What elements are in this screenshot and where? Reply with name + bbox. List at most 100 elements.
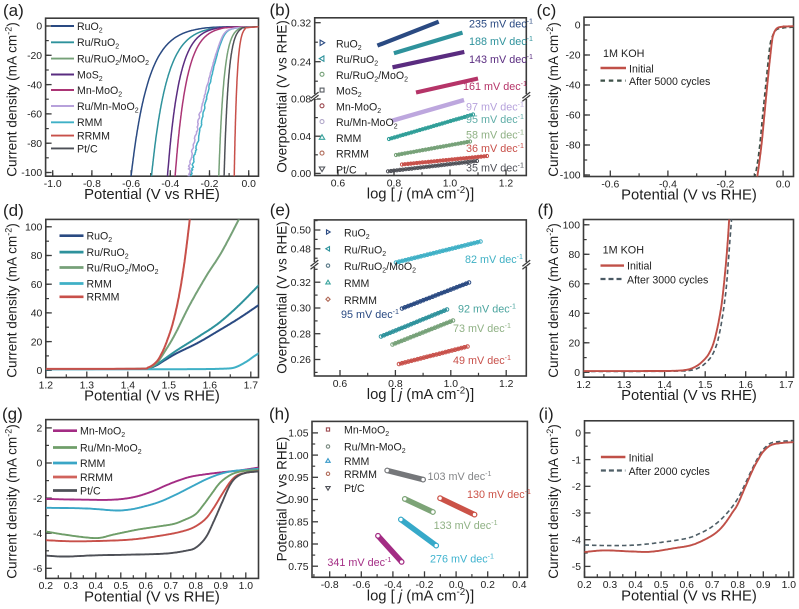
svg-text:341 mV dec-1: 341 mV dec-1 bbox=[327, 556, 391, 569]
svg-text:-0.2: -0.2 bbox=[717, 179, 735, 190]
svg-text:-2: -2 bbox=[572, 482, 581, 493]
svg-text:Ru/RuO2: Ru/RuO2 bbox=[336, 54, 378, 67]
svg-text:RuO2: RuO2 bbox=[336, 38, 362, 52]
svg-text:-0.4: -0.4 bbox=[384, 580, 402, 591]
svg-text:Current density (mA cm-2 ): Current density (mA cm-2 ) bbox=[545, 424, 561, 579]
svg-text:-0.6: -0.6 bbox=[601, 179, 619, 190]
svg-text:Ru/RuO2 /MoO2: Ru/RuO2 /MoO2 bbox=[344, 261, 416, 275]
svg-text:35 mV dec-1: 35 mV dec-1 bbox=[466, 162, 524, 175]
svg-text:1.2: 1.2 bbox=[576, 380, 591, 391]
svg-text:-0.6: -0.6 bbox=[122, 179, 140, 190]
svg-text:-2: -2 bbox=[33, 494, 42, 505]
svg-text:Ru/RuO2: Ru/RuO2 bbox=[344, 244, 386, 258]
svg-text:0: 0 bbox=[574, 368, 580, 379]
svg-text:Potential (V vs RHE): Potential (V vs RHE) bbox=[84, 389, 220, 405]
svg-text:133 mV dec-1: 133 mV dec-1 bbox=[434, 519, 498, 532]
svg-text:276 mV dec-1: 276 mV dec-1 bbox=[430, 553, 494, 566]
svg-text:0.8: 0.8 bbox=[388, 379, 403, 390]
svg-text:(b): (b) bbox=[270, 1, 291, 20]
svg-text:0.0: 0.0 bbox=[241, 179, 256, 190]
svg-text:Potential (V vs RHE): Potential (V vs RHE) bbox=[621, 388, 757, 404]
svg-text:-5: -5 bbox=[572, 562, 581, 573]
svg-text:(c): (c) bbox=[537, 1, 557, 20]
svg-text:-4: -4 bbox=[572, 535, 581, 546]
svg-text:-20: -20 bbox=[565, 51, 580, 62]
svg-text:0: 0 bbox=[37, 366, 43, 377]
svg-text:0.3: 0.3 bbox=[64, 581, 79, 592]
svg-text:-20: -20 bbox=[27, 51, 42, 62]
svg-text:(h): (h) bbox=[269, 405, 290, 424]
svg-text:Pt/C: Pt/C bbox=[80, 485, 101, 497]
svg-text:1.0: 1.0 bbox=[782, 580, 797, 591]
svg-text:1.2: 1.2 bbox=[499, 379, 514, 390]
svg-text:0.95: 0.95 bbox=[288, 473, 308, 484]
svg-text:0.7: 0.7 bbox=[705, 580, 720, 591]
svg-text:1M KOH: 1M KOH bbox=[603, 48, 644, 60]
svg-text:130 mV dec-1: 130 mV dec-1 bbox=[467, 488, 531, 501]
svg-text:(d): (d) bbox=[3, 201, 24, 220]
svg-text:1.0: 1.0 bbox=[443, 178, 458, 189]
svg-text:Pt/C: Pt/C bbox=[77, 143, 98, 155]
svg-text:0: 0 bbox=[575, 21, 581, 32]
svg-text:73 mV dec-1: 73 mV dec-1 bbox=[453, 322, 511, 335]
svg-text:RRMM: RRMM bbox=[336, 149, 369, 161]
svg-text:1M KOH: 1M KOH bbox=[603, 245, 644, 257]
svg-text:-0.4: -0.4 bbox=[659, 179, 677, 190]
svg-text:103 mV dec-1: 103 mV dec-1 bbox=[428, 470, 492, 483]
svg-text:1.3: 1.3 bbox=[617, 380, 632, 391]
svg-text:1.5: 1.5 bbox=[698, 380, 713, 391]
svg-text:0.8: 0.8 bbox=[730, 580, 745, 591]
svg-text:Mn-MoO2: Mn-MoO2 bbox=[77, 85, 122, 99]
svg-text:0.08: 0.08 bbox=[291, 95, 311, 106]
svg-text:-1.0: -1.0 bbox=[44, 179, 62, 190]
svg-text:60: 60 bbox=[568, 280, 580, 291]
svg-text:After 5000 cycles: After 5000 cycles bbox=[629, 76, 710, 88]
svg-text:0.32: 0.32 bbox=[291, 278, 311, 289]
svg-text:-0.8: -0.8 bbox=[321, 580, 339, 591]
svg-text:0.2: 0.2 bbox=[39, 581, 54, 592]
svg-text:58 mV dec-1: 58 mV dec-1 bbox=[466, 129, 524, 142]
svg-text:Current density (mA cm-2 ): Current density (mA cm-2 ) bbox=[4, 22, 20, 177]
svg-text:RRMM: RRMM bbox=[344, 469, 377, 481]
svg-text:0.48: 0.48 bbox=[291, 245, 311, 256]
svg-text:0.4: 0.4 bbox=[628, 580, 643, 591]
svg-text:After 3000 cycles: After 3000 cycles bbox=[627, 274, 708, 286]
svg-text:0.00: 0.00 bbox=[291, 169, 311, 180]
svg-text:Current density (mA cm-2 ): Current density (mA cm-2 ) bbox=[4, 223, 20, 378]
svg-text:0.6: 0.6 bbox=[331, 178, 346, 189]
svg-text:0.6: 0.6 bbox=[333, 379, 348, 390]
svg-text:1.3: 1.3 bbox=[80, 380, 95, 391]
svg-text:0.0: 0.0 bbox=[449, 580, 464, 591]
svg-text:100: 100 bbox=[25, 223, 43, 234]
svg-text:0.75: 0.75 bbox=[288, 562, 308, 573]
svg-text:Overpotential (V vs RHE): Overpotential (V vs RHE) bbox=[275, 20, 290, 173]
svg-text:0.8: 0.8 bbox=[387, 178, 402, 189]
svg-text:-40: -40 bbox=[27, 80, 42, 91]
svg-text:235 mV dec-1: 235 mV dec-1 bbox=[469, 18, 533, 31]
svg-text:-1: -1 bbox=[572, 455, 581, 466]
svg-text:Initial: Initial bbox=[629, 63, 654, 75]
svg-text:-3: -3 bbox=[572, 509, 581, 520]
svg-text:Mn-MoO2: Mn-MoO2 bbox=[344, 425, 389, 439]
svg-text:Pt/C: Pt/C bbox=[336, 165, 357, 177]
svg-text:97 mV dec-1: 97 mV dec-1 bbox=[466, 101, 524, 114]
svg-text:log [ j (mA cm-2 )]: log [ j (mA cm-2 )] bbox=[367, 587, 474, 605]
svg-text:Current density (mA cm-2 ): Current density (mA cm-2 ) bbox=[545, 22, 561, 177]
svg-text:0: 0 bbox=[36, 22, 42, 33]
svg-text:20: 20 bbox=[31, 337, 43, 348]
svg-text:Ru/Mn-MoO2: Ru/Mn-MoO2 bbox=[77, 101, 139, 115]
svg-text:0.6: 0.6 bbox=[139, 581, 154, 592]
svg-text:1.2: 1.2 bbox=[39, 380, 54, 391]
svg-text:Overpotential (V vs RHE): Overpotential (V vs RHE) bbox=[275, 221, 290, 374]
svg-text:-6: -6 bbox=[33, 564, 42, 575]
svg-text:0.80: 0.80 bbox=[288, 540, 308, 551]
svg-text:Mn-MoO2: Mn-MoO2 bbox=[80, 426, 125, 440]
svg-text:0.2: 0.2 bbox=[577, 580, 592, 591]
svg-text:95 mV dec-1: 95 mV dec-1 bbox=[466, 113, 524, 126]
svg-text:1.2: 1.2 bbox=[499, 178, 514, 189]
svg-text:Potential (V vs RHE): Potential (V vs RHE) bbox=[275, 437, 290, 562]
svg-text:0.28: 0.28 bbox=[291, 329, 311, 340]
svg-text:80: 80 bbox=[568, 250, 580, 261]
svg-text:Potential (V vs RHE): Potential (V vs RHE) bbox=[84, 589, 220, 605]
svg-text:MoS2: MoS2 bbox=[336, 86, 362, 100]
